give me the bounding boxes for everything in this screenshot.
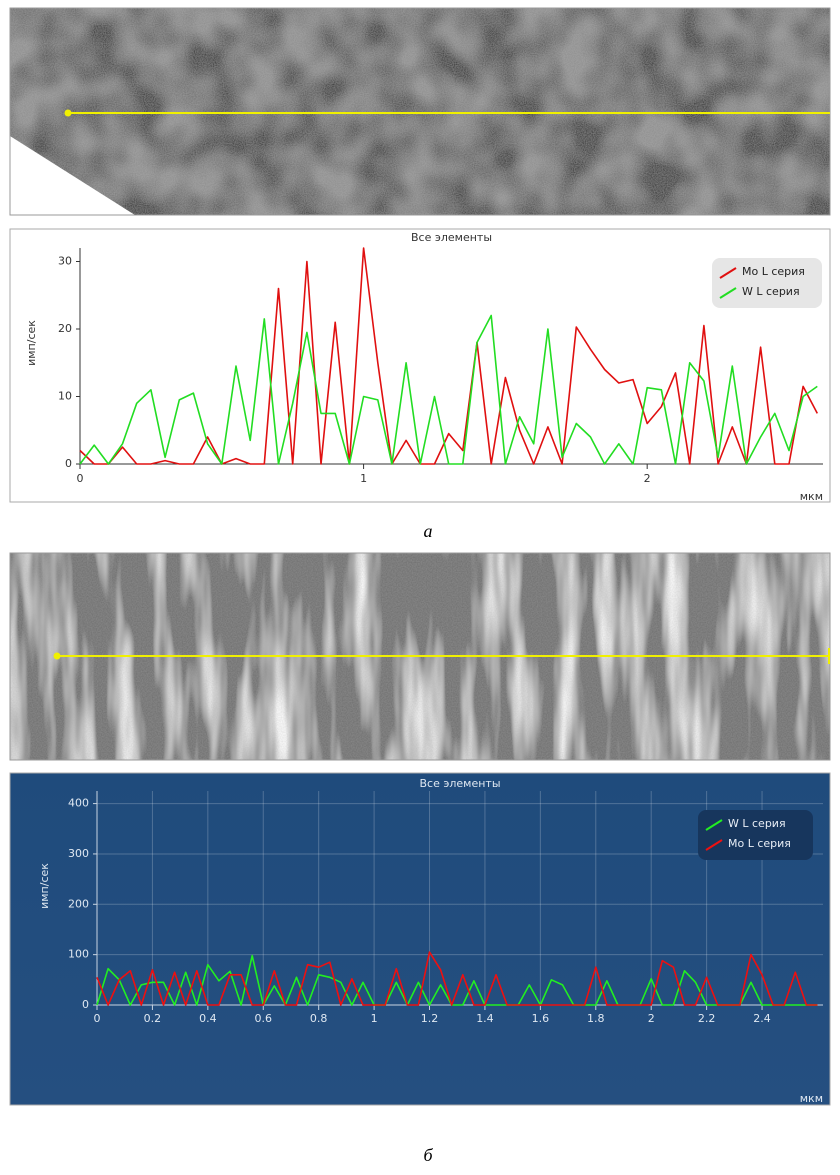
legend-label: Mo L серия xyxy=(742,265,805,278)
x-tick-label: 0.4 xyxy=(199,1012,217,1025)
chart-title: Все элементы xyxy=(419,777,500,790)
sem-image xyxy=(10,553,830,760)
x-tick-label: 0.2 xyxy=(144,1012,162,1025)
x-tick-label: 2 xyxy=(644,472,651,485)
x-tick-label: 0 xyxy=(77,472,84,485)
caption: б xyxy=(423,1145,433,1165)
x-tick-label: 1 xyxy=(371,1012,378,1025)
y-tick-label: 300 xyxy=(68,847,89,860)
y-tick-label: 20 xyxy=(58,322,72,335)
x-tick-label: 0.6 xyxy=(255,1012,273,1025)
x-tick-label: 1 xyxy=(360,472,367,485)
x-tick-label: 1.8 xyxy=(587,1012,605,1025)
caption: а xyxy=(424,521,433,541)
y-tick-label: 200 xyxy=(68,897,89,910)
x-tick-label: 1.2 xyxy=(421,1012,439,1025)
figure: а б Все элементы0102030012мкмимп/секMo L… xyxy=(0,0,840,1171)
y-axis-label: имп/сек xyxy=(38,863,51,909)
x-tick-label: 2 xyxy=(648,1012,655,1025)
x-tick-label: 0 xyxy=(94,1012,101,1025)
sem-image xyxy=(10,8,830,215)
x-tick-label: 1.6 xyxy=(532,1012,550,1025)
y-axis-label: имп/сек xyxy=(25,320,38,366)
legend-label: W L серия xyxy=(728,817,786,830)
x-tick-label: 2.2 xyxy=(698,1012,716,1025)
y-tick-label: 400 xyxy=(68,797,89,810)
chart-title: Все элементы xyxy=(411,231,492,244)
x-tick-label: 0.8 xyxy=(310,1012,328,1025)
y-tick-label: 0 xyxy=(65,457,72,470)
y-tick-label: 10 xyxy=(58,390,72,403)
legend-label: Mo L серия xyxy=(728,837,791,850)
x-axis-label: мкм xyxy=(800,490,823,503)
x-axis-label: мкм xyxy=(800,1092,823,1105)
x-tick-label: 1.4 xyxy=(476,1012,494,1025)
y-tick-label: 30 xyxy=(58,255,72,268)
x-tick-label: 2.4 xyxy=(753,1012,771,1025)
y-tick-label: 0 xyxy=(82,998,89,1011)
legend-label: W L серия xyxy=(742,285,800,298)
y-tick-label: 100 xyxy=(68,948,89,961)
